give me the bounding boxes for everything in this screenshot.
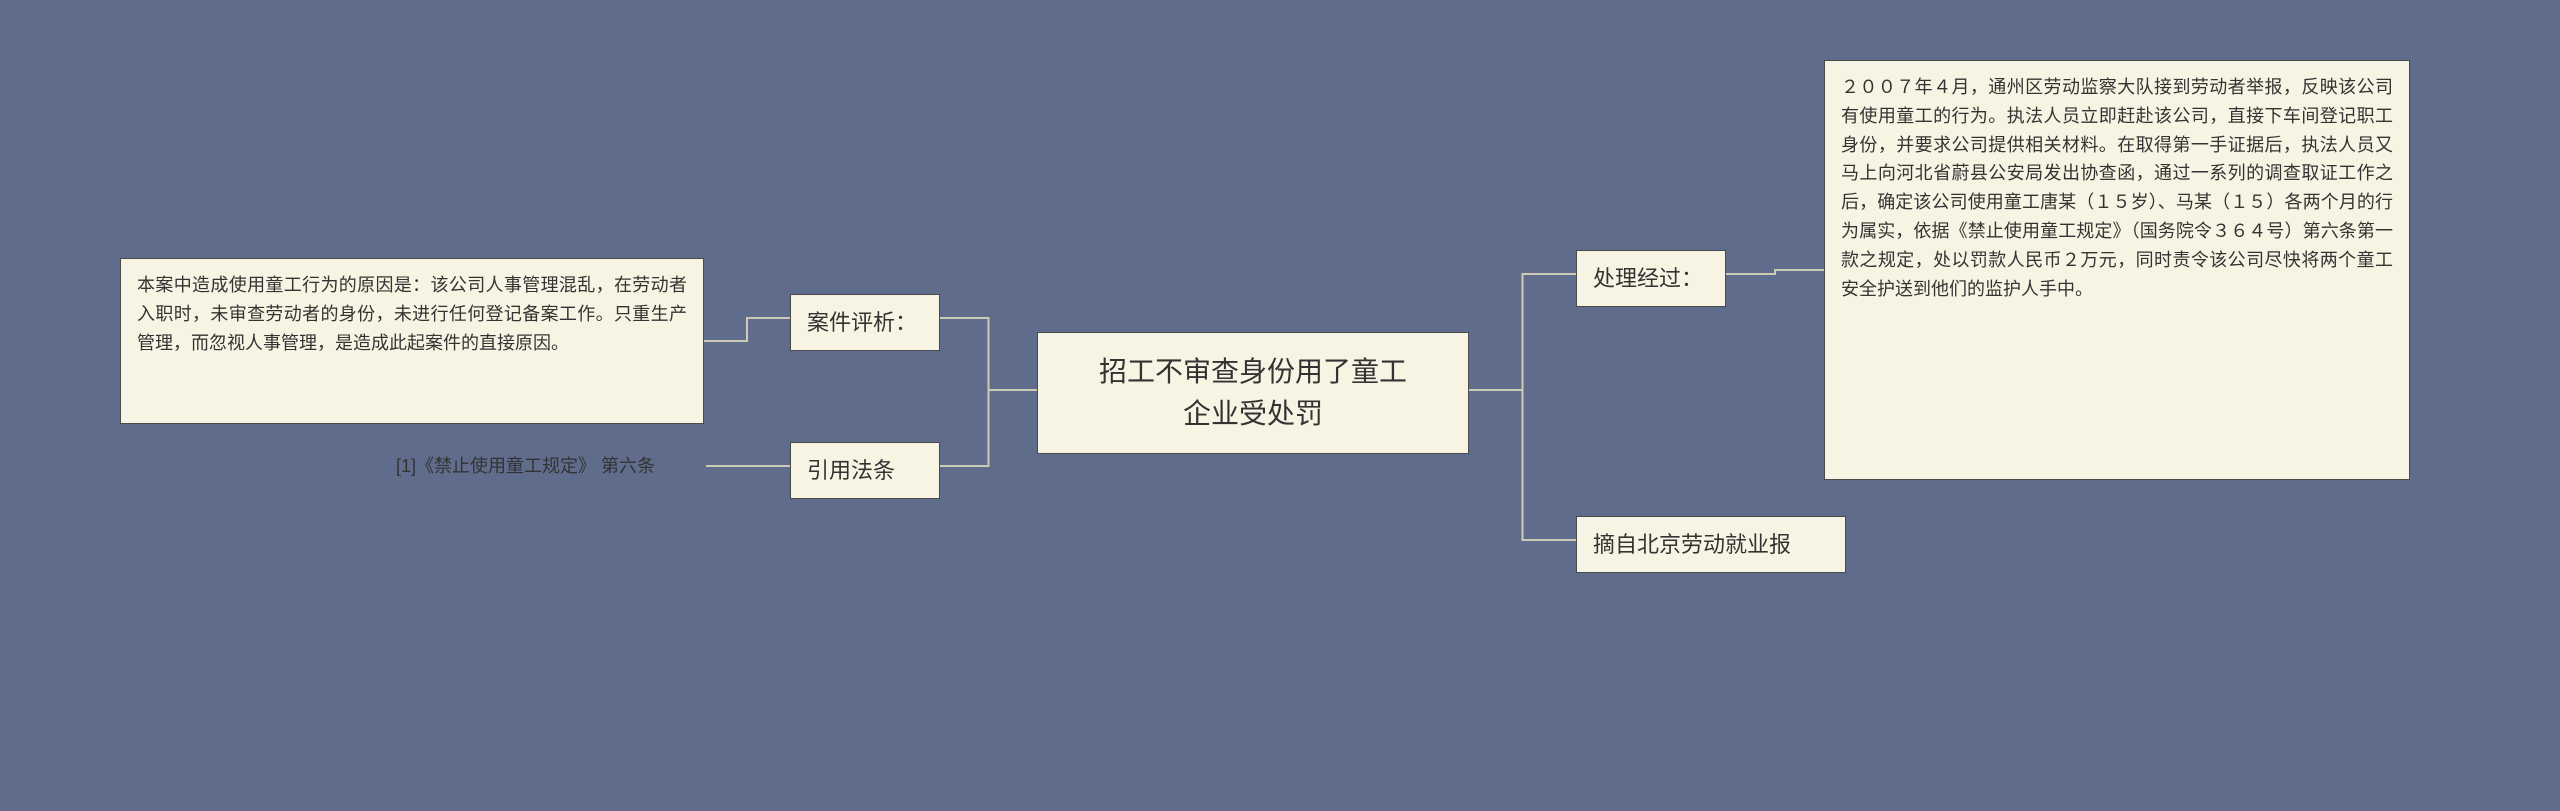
leaf-law-text: [1]《禁止使用童工规定》 第六条 [396,456,655,476]
leaf-analysis-text: 本案中造成使用童工行为的原因是：该公司人事管理混乱，在劳动者入职时，未审查劳动者… [137,275,687,353]
branch-source-label: 摘自北京劳动就业报 [1593,532,1791,557]
branch-analysis: 案件评析： [790,294,940,351]
center-node-text: 招工不审查身份用了童工企业受处罚 [1099,356,1407,429]
leaf-analysis: 本案中造成使用童工行为的原因是：该公司人事管理混乱，在劳动者入职时，未审查劳动者… [120,258,704,424]
branch-process-label: 处理经过： [1593,266,1703,291]
branch-process: 处理经过： [1576,250,1726,307]
branch-law: 引用法条 [790,442,940,499]
center-node: 招工不审查身份用了童工企业受处罚 [1037,332,1469,454]
branch-analysis-label: 案件评析： [807,310,917,335]
leaf-process: ２００７年４月，通州区劳动监察大队接到劳动者举报，反映该公司有使用童工的行为。执… [1824,60,2410,480]
branch-source: 摘自北京劳动就业报 [1576,516,1846,573]
leaf-law: [1]《禁止使用童工规定》 第六条 [396,448,706,485]
leaf-process-text: ２００７年４月，通州区劳动监察大队接到劳动者举报，反映该公司有使用童工的行为。执… [1841,77,2393,299]
branch-law-label: 引用法条 [807,458,895,483]
